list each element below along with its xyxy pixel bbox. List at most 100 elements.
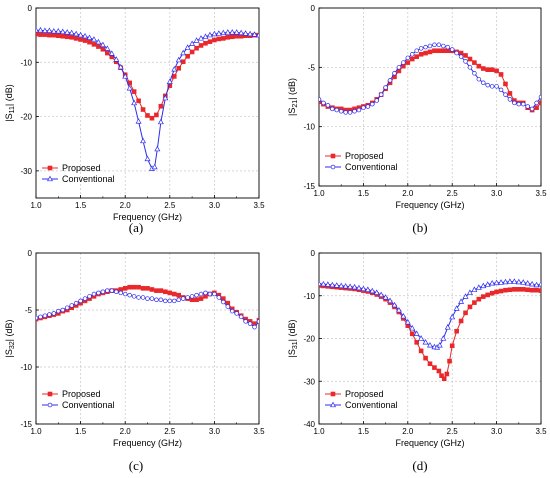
- data-point: [485, 82, 490, 88]
- data-point: [467, 56, 473, 62]
- data-point: [166, 78, 173, 84]
- data-point: [538, 94, 541, 100]
- series-conventional: [319, 278, 541, 350]
- data-point: [251, 31, 258, 37]
- legend-marker: [330, 401, 336, 408]
- legend-marker: [47, 165, 53, 171]
- data-point: [114, 289, 119, 295]
- panel-label: (a): [129, 220, 143, 235]
- data-point: [113, 56, 120, 62]
- data-point: [507, 97, 513, 102]
- series-conventional: [36, 26, 259, 171]
- data-point: [512, 100, 517, 106]
- data-point: [498, 288, 504, 294]
- data-point: [347, 283, 354, 289]
- y-tick-label: 0: [311, 4, 316, 13]
- data-point: [489, 67, 495, 73]
- data-point: [489, 280, 496, 286]
- data-point: [405, 55, 411, 61]
- data-point: [436, 42, 442, 48]
- data-point: [445, 44, 451, 50]
- series-proposed: [319, 283, 541, 381]
- data-point: [498, 87, 504, 93]
- data-point: [193, 37, 200, 43]
- data-point: [69, 35, 74, 40]
- data-point: [503, 92, 508, 97]
- data-point: [69, 303, 74, 308]
- data-point: [494, 84, 499, 89]
- data-point: [225, 304, 231, 309]
- data-point: [77, 31, 84, 38]
- data-point: [42, 32, 48, 37]
- data-point: [409, 324, 416, 331]
- data-point: [507, 287, 513, 293]
- y-tick-label: -30: [20, 167, 32, 176]
- data-point: [233, 29, 240, 35]
- data-point: [203, 40, 208, 46]
- data-point: [534, 100, 539, 106]
- data-point: [36, 315, 39, 321]
- data-point: [202, 33, 209, 39]
- data-point: [342, 283, 349, 289]
- data-point: [78, 37, 83, 42]
- data-point: [100, 46, 106, 52]
- data-point: [82, 38, 88, 43]
- data-point: [167, 298, 173, 304]
- data-point: [392, 71, 397, 76]
- x-tick-label: 1.5: [75, 427, 87, 436]
- y-tick-label: -10: [20, 58, 32, 67]
- series-proposed: [36, 31, 259, 121]
- data-point: [158, 297, 164, 302]
- data-point: [36, 26, 39, 33]
- data-point: [127, 292, 132, 298]
- panel-b: 1.0 1.5 2.0 2.5 3.0 3.5 0 -5 -10 -15 Frequency (GH…: [287, 4, 547, 235]
- data-point: [140, 286, 146, 291]
- y-axis-label-unit: | (dB): [4, 320, 14, 342]
- data-point: [207, 39, 213, 44]
- data-point: [256, 31, 259, 38]
- data-point: [520, 279, 527, 285]
- data-point: [151, 163, 158, 170]
- x-tick-label: 3.0: [491, 427, 503, 436]
- data-point: [131, 99, 138, 106]
- data-point: [96, 290, 101, 296]
- data-point: [247, 30, 254, 37]
- data-point: [355, 284, 362, 291]
- y-tick-label: -15: [20, 420, 32, 429]
- data-point: [534, 105, 539, 110]
- y-tick-label: -15: [303, 182, 315, 191]
- data-point: [338, 282, 345, 289]
- data-point: [122, 73, 129, 79]
- data-point: [154, 145, 161, 152]
- data-point: [454, 328, 459, 334]
- data-point: [476, 296, 482, 302]
- grid: [36, 8, 259, 198]
- data-point: [436, 368, 442, 374]
- data-point: [207, 291, 213, 297]
- data-point: [194, 297, 199, 303]
- data-point: [324, 281, 331, 287]
- data-point: [378, 291, 385, 298]
- data-point: [135, 118, 142, 124]
- data-point: [158, 288, 164, 293]
- x-tick-label: 1.5: [358, 189, 370, 198]
- data-point: [427, 43, 433, 49]
- data-point: [369, 287, 376, 294]
- x-axis-label: Frequency (GHz): [395, 438, 464, 448]
- data-point: [463, 59, 468, 64]
- data-point: [229, 308, 235, 314]
- data-point: [221, 299, 226, 305]
- data-point: [395, 306, 402, 313]
- data-point: [534, 287, 539, 293]
- data-point: [441, 43, 446, 49]
- data-point: [42, 313, 48, 318]
- data-point: [175, 56, 182, 63]
- data-point: [229, 29, 236, 35]
- grid: [319, 8, 541, 186]
- data-point: [525, 104, 530, 109]
- data-point: [404, 318, 411, 325]
- data-point: [466, 289, 473, 295]
- series-line: [36, 33, 259, 119]
- data-point: [520, 287, 526, 292]
